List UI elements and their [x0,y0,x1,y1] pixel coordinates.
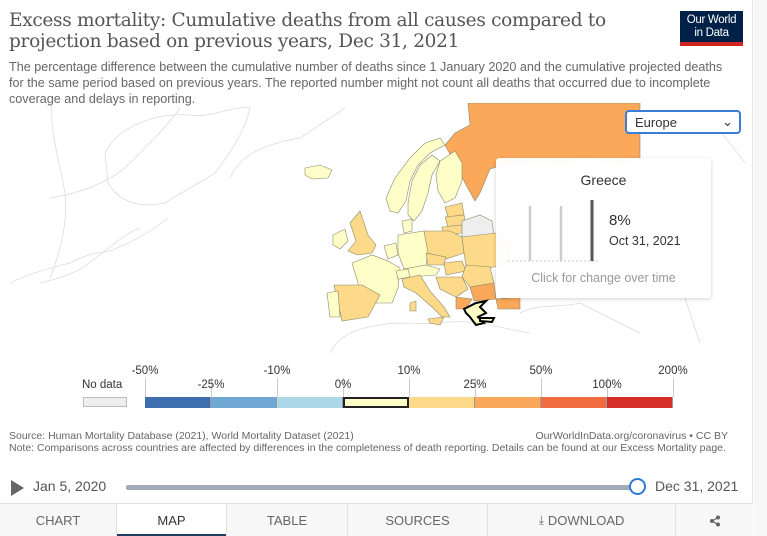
legend-label: 100% [592,379,622,391]
region-sicily[interactable] [427,316,445,326]
legend-bin[interactable] [541,397,607,408]
legend-label: -50% [131,365,159,377]
logo-red-bar [680,42,743,46]
world-map[interactable] [0,103,753,358]
legend-label: 200% [658,365,688,377]
country-estonia[interactable] [444,202,465,218]
chart-title: Excess mortality: Cumulative deaths from… [9,10,606,52]
legend-tick [145,378,146,397]
legend-tick [409,378,410,397]
legend-no-data-swatch[interactable] [83,397,127,407]
country-greece[interactable] [462,299,490,327]
logo-line-2: in Data [694,27,729,39]
legend-tick [475,378,476,397]
arctic-outline [229,107,346,179]
country-turkey-europe[interactable] [495,296,521,310]
north-america-outline [9,105,181,284]
tooltip-value: 8% [609,212,631,229]
legend-tick [343,378,344,397]
tab-label: CHART [35,513,81,528]
middle-east-outline [519,302,641,334]
share-icon [709,515,720,526]
share-button[interactable] [676,504,753,536]
greenland-outline [104,106,251,206]
legend-bin[interactable] [277,397,343,408]
tab-label: TABLE [266,513,308,528]
country-benelux[interactable] [383,242,399,260]
europe-countries[interactable] [304,103,641,327]
legend-label: 50% [529,365,553,377]
tab-label: SOURCES [385,513,450,528]
logo-line-1: Our World [686,14,737,26]
tab-sources[interactable]: SOURCES [348,504,488,536]
country-italy[interactable] [401,274,451,318]
timeline: Jan 5, 2020 Dec 31, 2021 [0,474,753,500]
legend-label: 0% [334,379,352,391]
legend-bin[interactable] [145,397,211,408]
tab-download[interactable]: ⤓ DOWNLOAD [488,504,676,536]
tooltip-country: Greece [580,172,627,188]
country-iceland[interactable] [304,164,333,180]
country-balkans[interactable] [435,276,469,298]
country-denmark[interactable] [401,218,413,234]
country-tooltip: Greece 8% Oct 31, 2021 Click for change … [496,158,711,298]
chevron-down-icon: ⌄ [722,114,733,129]
region-sardinia[interactable] [409,300,417,312]
tab-table[interactable]: TABLE [227,504,348,536]
tab-label: DOWNLOAD [547,513,625,528]
country-uk[interactable] [347,210,377,256]
country-norway[interactable] [385,137,446,214]
chart-subtitle: The percentage difference between the cu… [9,60,723,106]
owid-logo[interactable]: Our World in Data [680,11,743,46]
legend-bin[interactable] [409,397,475,408]
legend-tick [211,378,212,397]
map-svg[interactable] [0,103,753,358]
page-gutter [754,0,767,536]
timeline-track[interactable] [126,485,636,490]
legend-tick [607,378,608,397]
legend-tick [673,378,674,397]
country-finland[interactable] [435,150,463,204]
legend-bin[interactable] [343,397,409,408]
timeline-handle[interactable] [629,478,646,495]
play-icon[interactable] [11,480,24,496]
legend-tick [541,378,542,397]
region-dropdown-value: Europe [635,115,677,130]
legend-bin[interactable] [607,397,673,408]
legend-bin[interactable] [211,397,277,408]
legend-bin[interactable] [475,397,541,408]
source-url-link[interactable]: OurWorldInData.org/coronavirus • CC BY [535,430,728,442]
canada-east-outline [39,227,141,284]
region-crete[interactable] [479,317,496,324]
source-text: Source: Human Mortality Database (2021),… [9,430,354,442]
map-legend: No data -50% -10% 10% 50% 200% -25% 0% 25% 100% [75,364,695,414]
region-dropdown[interactable]: Europe ⌄ [625,110,741,134]
tooltip-sparkline [508,200,598,262]
download-icon: ⤓ [538,513,544,527]
country-germany[interactable] [397,230,429,270]
tooltip-hint: Click for change over time [531,271,676,285]
africa-outline [329,321,531,354]
legend-label: 10% [397,365,421,377]
tab-label: MAP [157,513,186,528]
legend-label: 25% [463,379,487,391]
country-portugal[interactable] [326,290,341,318]
note-text: Note: Comparisons across countries are a… [9,442,726,454]
tab-map[interactable]: MAP [117,504,227,536]
legend-no-data-label: No data [82,379,123,391]
country-ireland[interactable] [332,228,349,250]
tab-bar: CHART MAP TABLE SOURCES ⤓ DOWNLOAD [0,503,753,536]
tooltip-date: Oct 31, 2021 [609,234,681,248]
country-czechia[interactable] [425,252,447,266]
country-hungary[interactable] [443,260,467,276]
legend-label: -25% [197,379,225,391]
tab-chart[interactable]: CHART [0,504,117,536]
legend-tick [277,378,278,397]
timeline-end-date: Dec 31, 2021 [655,478,739,494]
legend-label: -10% [263,365,291,377]
timeline-start-date: Jan 5, 2020 [33,478,107,494]
